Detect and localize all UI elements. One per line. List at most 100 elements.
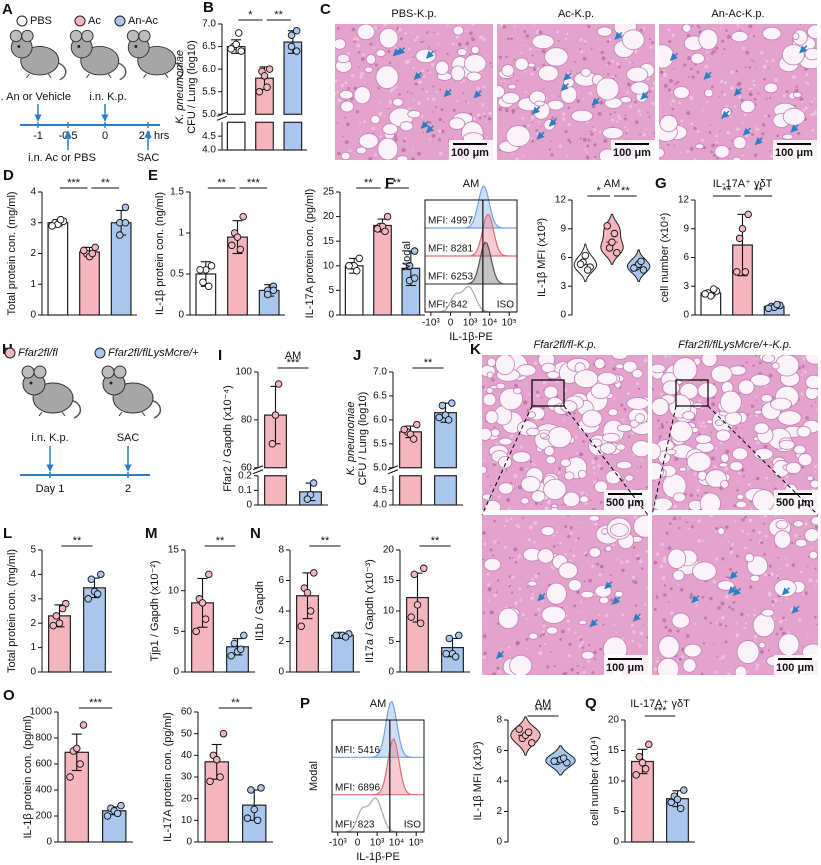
tissue-grain	[621, 613, 625, 617]
legend-swatch	[114, 15, 126, 27]
tissue-grain	[471, 37, 476, 42]
tissue-grain	[790, 523, 793, 525]
y-tick-label: 4	[496, 776, 502, 787]
alveolus	[501, 64, 515, 77]
alveolus	[450, 65, 466, 82]
tissue-grain	[782, 616, 785, 620]
mouse-feet	[118, 411, 146, 417]
y-axis-label: IL-17A protein con. (pg/ml)	[304, 189, 316, 319]
y-tick-label: 8	[278, 545, 284, 556]
tissue-grain	[574, 631, 577, 635]
data-point	[263, 83, 271, 91]
tissue-grain	[487, 600, 490, 603]
tissue-grain	[582, 97, 585, 100]
tissue-grain	[624, 114, 627, 117]
tissue-grain	[556, 30, 560, 34]
tissue-grain	[750, 508, 753, 510]
tissue-grain	[489, 548, 493, 552]
tissue-grain	[634, 100, 637, 104]
tissue-grain	[785, 90, 789, 94]
tissue-grain	[567, 653, 571, 658]
y-tick-label: 7.0	[202, 19, 216, 30]
alveolus	[771, 362, 780, 370]
tissue-grain	[580, 601, 583, 604]
tissue-grain	[615, 631, 618, 634]
tissue-grain	[757, 92, 760, 95]
tissue-grain	[525, 647, 528, 650]
y-tick-label: 6	[683, 252, 689, 263]
tissue-grain	[529, 460, 533, 464]
tissue-grain	[553, 665, 556, 668]
tissue-grain	[522, 517, 525, 520]
alveolus	[785, 462, 802, 475]
tissue-grain	[648, 116, 651, 119]
tissue-grain	[451, 42, 455, 46]
tissue-grain	[530, 591, 532, 593]
tissue-grain	[717, 605, 721, 610]
tissue-grain	[642, 132, 647, 137]
tissue-grain	[517, 557, 520, 560]
tissue-grain	[709, 596, 713, 601]
y-tick-label: 2	[278, 636, 284, 647]
x-tick-label: 10⁴	[389, 838, 404, 849]
tissue-grain	[645, 550, 648, 553]
y-tick-label: 15	[323, 236, 335, 247]
image-arrow	[791, 605, 800, 614]
tissue-grain	[773, 487, 777, 491]
tissue-grain	[519, 51, 522, 55]
tissue-grain	[507, 454, 511, 458]
tissue-grain	[578, 644, 582, 648]
alveolus	[699, 492, 722, 510]
y-tick-label: 80	[241, 415, 253, 426]
tissue-grain	[716, 144, 718, 147]
tissue-grain	[744, 622, 748, 625]
y-axis-label: IL-1β MFI (x10³)	[472, 741, 484, 820]
image-arrow	[691, 595, 700, 604]
tissue-grain	[431, 97, 436, 102]
tissue-grain	[639, 133, 641, 136]
panel-letter: Q	[585, 695, 597, 712]
tissue-grain	[750, 90, 753, 92]
data-point	[87, 575, 96, 584]
alveolus	[589, 438, 603, 448]
tissue-grain	[784, 557, 786, 560]
y-tick-label: 9	[683, 223, 689, 234]
x-tick-label: 0	[448, 318, 454, 329]
tissue-grain	[768, 649, 771, 652]
tissue-grain	[639, 465, 642, 468]
tissue-grain	[547, 500, 551, 505]
tissue-grain	[583, 580, 586, 583]
tissue-grain	[531, 139, 534, 143]
tissue-grain	[592, 158, 595, 160]
tissue-grain	[483, 542, 487, 546]
alveolus	[626, 397, 648, 410]
data-point	[345, 262, 353, 270]
tissue-grain	[728, 605, 731, 609]
alveolus	[669, 420, 693, 443]
tissue-grain	[687, 75, 690, 78]
tissue-grain	[525, 637, 529, 641]
tissue-grain	[670, 611, 674, 615]
tissue-grain	[603, 477, 606, 480]
tissue-grain	[524, 26, 526, 28]
alveolus	[809, 479, 818, 489]
tissue-grain	[719, 486, 723, 491]
image-arrow	[563, 72, 572, 81]
tissue-grain	[753, 153, 758, 157]
alveolus	[781, 44, 805, 66]
tissue-grain	[652, 388, 654, 391]
tissue-grain	[488, 589, 491, 592]
data-point	[410, 247, 419, 255]
image-arrow	[426, 50, 435, 59]
alveolus	[804, 47, 817, 61]
y-tick-label: 5.0	[202, 109, 216, 120]
y-tick-label: 50	[181, 728, 193, 739]
tissue-grain	[747, 533, 750, 536]
image-arrow	[721, 110, 730, 119]
tissue-grain	[403, 148, 405, 150]
tissue-grain	[344, 140, 349, 145]
tissue-grain	[359, 130, 361, 133]
tissue-grain	[741, 427, 743, 429]
tissue-grain	[604, 613, 609, 618]
tissue-grain	[591, 564, 595, 568]
